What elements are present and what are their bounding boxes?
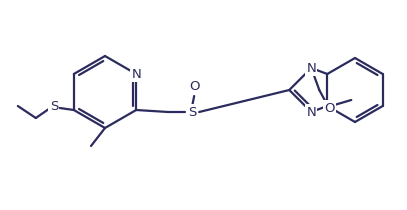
Text: O: O — [189, 80, 199, 93]
Text: N: N — [306, 62, 316, 75]
Text: O: O — [324, 101, 335, 114]
Text: N: N — [306, 105, 316, 118]
Text: S: S — [50, 100, 58, 113]
Text: N: N — [131, 67, 141, 80]
Text: S: S — [188, 105, 196, 118]
